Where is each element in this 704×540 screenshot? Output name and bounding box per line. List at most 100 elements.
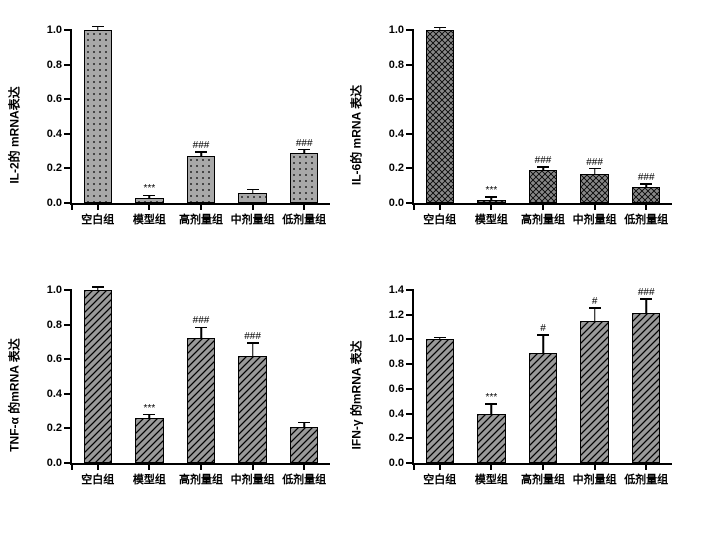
x-tick bbox=[645, 203, 647, 210]
significance-annotation: ### bbox=[535, 155, 552, 166]
y-tick bbox=[64, 64, 72, 66]
y-tick-label: 0.6 bbox=[47, 353, 62, 365]
y-tick bbox=[64, 324, 72, 326]
error-bar bbox=[303, 423, 305, 426]
error-bar bbox=[594, 169, 596, 173]
y-tick-label: 1.0 bbox=[47, 284, 62, 296]
x-tick-label: 高剂量组 bbox=[521, 211, 565, 227]
y-tick-label: 0.6 bbox=[389, 383, 404, 395]
x-tick-label: 空白组 bbox=[423, 471, 456, 487]
y-tick-label: 1.0 bbox=[47, 24, 62, 36]
bar bbox=[580, 321, 608, 463]
bar bbox=[238, 193, 266, 203]
x-tick-label: 空白组 bbox=[423, 211, 456, 227]
y-tick-label: 0.0 bbox=[389, 457, 404, 469]
y-tick-label: 0.8 bbox=[47, 319, 62, 331]
x-tick-label: 低剂量组 bbox=[282, 211, 326, 227]
y-tick bbox=[406, 413, 414, 415]
bar bbox=[477, 414, 505, 463]
y-tick bbox=[64, 98, 72, 100]
y-axis-label: IL-6的 mRNA 表达 bbox=[348, 85, 365, 185]
error-cap bbox=[537, 166, 549, 168]
x-tick bbox=[490, 463, 492, 470]
y-tick bbox=[406, 314, 414, 316]
significance-annotation: ### bbox=[586, 157, 603, 168]
x-tick bbox=[439, 463, 441, 470]
y-tick bbox=[64, 393, 72, 395]
error-cap bbox=[92, 286, 104, 288]
x-origin-tick bbox=[413, 203, 415, 210]
x-tick bbox=[97, 203, 99, 210]
error-bar bbox=[149, 196, 151, 198]
bar bbox=[84, 290, 112, 463]
error-bar bbox=[542, 336, 544, 353]
y-tick bbox=[406, 363, 414, 365]
y-tick-label: 0.2 bbox=[47, 422, 62, 434]
y-tick-label: 0.8 bbox=[389, 59, 404, 71]
bar bbox=[135, 418, 163, 463]
error-bar bbox=[97, 27, 99, 30]
error-bar bbox=[491, 405, 493, 414]
error-cap bbox=[143, 195, 155, 197]
y-tick bbox=[406, 29, 414, 31]
x-tick bbox=[542, 203, 544, 210]
x-origin-tick bbox=[71, 463, 73, 470]
x-tick-label: 低剂量组 bbox=[624, 211, 668, 227]
error-bar bbox=[542, 168, 544, 171]
y-tick-label: 0.8 bbox=[47, 59, 62, 71]
y-tick bbox=[64, 133, 72, 135]
x-tick-label: 低剂量组 bbox=[282, 471, 326, 487]
x-tick-label: 空白组 bbox=[81, 211, 114, 227]
bar bbox=[529, 353, 557, 463]
bar bbox=[426, 30, 454, 203]
x-tick-label: 模型组 bbox=[475, 471, 508, 487]
x-origin-tick bbox=[413, 463, 415, 470]
error-cap bbox=[589, 307, 601, 309]
x-tick bbox=[148, 203, 150, 210]
error-cap bbox=[537, 334, 549, 336]
error-cap bbox=[485, 196, 497, 198]
x-origin-tick bbox=[71, 203, 73, 210]
x-tick-label: 中剂量组 bbox=[573, 211, 617, 227]
y-tick bbox=[64, 427, 72, 429]
x-tick bbox=[594, 463, 596, 470]
x-tick bbox=[542, 463, 544, 470]
bar-chart: TNF-α 的mRNA 表达0.00.20.40.60.81.0空白组***模型… bbox=[20, 280, 340, 510]
x-tick bbox=[200, 463, 202, 470]
y-tick bbox=[64, 167, 72, 169]
x-tick bbox=[148, 463, 150, 470]
bar bbox=[632, 313, 660, 463]
x-tick bbox=[439, 203, 441, 210]
error-bar bbox=[149, 415, 151, 418]
y-tick-label: 0.0 bbox=[389, 197, 404, 209]
y-tick bbox=[64, 29, 72, 31]
error-cap bbox=[195, 151, 207, 153]
error-cap bbox=[640, 298, 652, 300]
bar bbox=[187, 338, 215, 463]
bar bbox=[632, 187, 660, 203]
x-tick bbox=[490, 203, 492, 210]
significance-annotation: *** bbox=[486, 392, 498, 403]
error-cap bbox=[143, 414, 155, 416]
error-cap bbox=[195, 327, 207, 329]
bar-chart: IL-2的 mRNA表达0.00.20.40.60.81.0空白组***模型组#… bbox=[20, 20, 340, 250]
significance-annotation: *** bbox=[144, 403, 156, 414]
significance-annotation: ### bbox=[193, 140, 210, 151]
x-tick bbox=[252, 203, 254, 210]
error-bar bbox=[491, 198, 493, 200]
bar bbox=[238, 356, 266, 463]
error-bar bbox=[97, 288, 99, 290]
y-tick-label: 0.6 bbox=[47, 93, 62, 105]
error-cap bbox=[92, 26, 104, 28]
significance-annotation: *** bbox=[486, 185, 498, 196]
x-tick bbox=[645, 463, 647, 470]
bar bbox=[290, 427, 318, 463]
y-tick-label: 0.0 bbox=[47, 197, 62, 209]
x-tick-label: 模型组 bbox=[133, 211, 166, 227]
error-cap bbox=[298, 422, 310, 424]
y-tick-label: 0.4 bbox=[389, 128, 404, 140]
error-cap bbox=[434, 27, 446, 29]
error-bar bbox=[252, 344, 254, 356]
y-tick-label: 1.0 bbox=[389, 333, 404, 345]
bar bbox=[290, 153, 318, 203]
